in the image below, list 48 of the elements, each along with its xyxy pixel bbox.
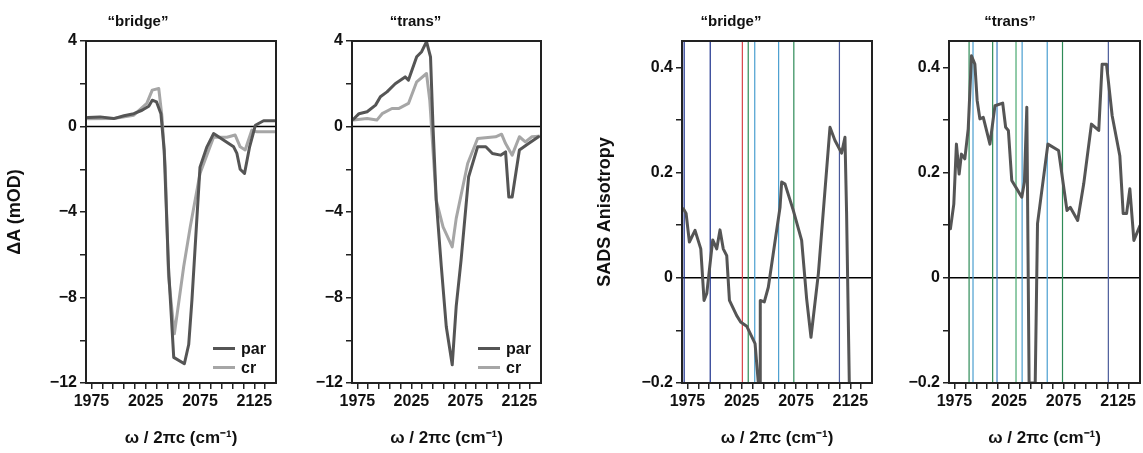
chart-title: “bridge” bbox=[107, 12, 169, 30]
x-tick-label: 2075 bbox=[778, 392, 814, 410]
legend-label: par bbox=[241, 339, 266, 358]
x-axis-title: ω / 2πc (cm⁻¹) bbox=[720, 428, 834, 448]
x-tick-label: 2125 bbox=[832, 392, 869, 410]
y-tick-label: −0.2 bbox=[908, 373, 941, 391]
x-axis-title: ω / 2πc (cm⁻¹) bbox=[988, 428, 1101, 448]
x-tick-label: 1975 bbox=[73, 392, 110, 410]
legend-label: par bbox=[506, 339, 531, 358]
legend-label: cr bbox=[241, 358, 257, 377]
x-tick-label: 2075 bbox=[182, 392, 218, 410]
y-tick-label: −4 bbox=[58, 202, 78, 220]
y-axis-title: SADS Anisotropy bbox=[593, 137, 614, 287]
chart-title: “trans” bbox=[389, 12, 442, 30]
y-tick-label: −4 bbox=[324, 202, 344, 220]
y-tick-label: 0.2 bbox=[650, 162, 674, 180]
chart-title: “bridge” bbox=[700, 12, 762, 30]
x-tick-label: 2025 bbox=[723, 392, 760, 410]
x-tick-label: 1975 bbox=[339, 392, 376, 410]
y-tick-label: −8 bbox=[324, 287, 344, 305]
x-tick-label: 2025 bbox=[127, 392, 164, 410]
x-tick-label: 2025 bbox=[991, 392, 1027, 410]
y-tick-label: 0 bbox=[68, 116, 78, 134]
y-tick-label: −8 bbox=[58, 287, 78, 305]
x-tick-label: 1975 bbox=[669, 392, 706, 410]
y-axis-title: ΔA (mOD) bbox=[3, 169, 24, 255]
x-tick-label: 2125 bbox=[236, 392, 273, 410]
y-tick-label: 0 bbox=[664, 268, 674, 286]
y-tick-label: 0 bbox=[931, 268, 941, 286]
legend-label: cr bbox=[506, 358, 522, 377]
x-axis-title: ω / 2πc (cm⁻¹) bbox=[390, 428, 503, 448]
y-tick-label: 4 bbox=[68, 31, 78, 49]
x-tick-label: 2075 bbox=[1045, 392, 1082, 410]
y-tick-label: −0.2 bbox=[641, 373, 674, 391]
y-tick-label: 0.2 bbox=[917, 162, 941, 180]
y-tick-label: 4 bbox=[334, 31, 344, 49]
chart-title: “trans” bbox=[984, 12, 1036, 30]
x-tick-label: 2125 bbox=[501, 392, 538, 410]
x-tick-label: 2075 bbox=[447, 392, 484, 410]
x-axis-title: ω / 2πc (cm⁻¹) bbox=[124, 428, 238, 448]
x-tick-label: 2125 bbox=[1100, 392, 1137, 410]
y-tick-label: −12 bbox=[49, 373, 78, 391]
y-tick-label: 0 bbox=[334, 116, 344, 134]
y-tick-label: 0.4 bbox=[650, 57, 674, 75]
y-tick-label: −12 bbox=[315, 373, 344, 391]
x-tick-label: 2025 bbox=[393, 392, 430, 410]
x-tick-label: 1975 bbox=[936, 392, 973, 410]
y-tick-label: 0.4 bbox=[917, 57, 941, 75]
